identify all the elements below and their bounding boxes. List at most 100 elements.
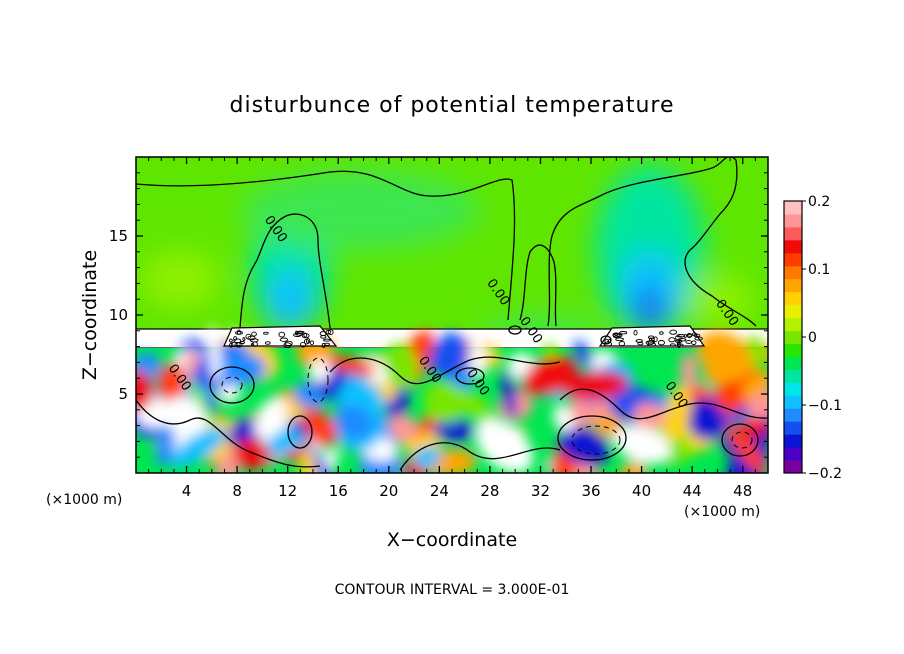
speckle xyxy=(633,330,638,336)
contour-low-3 xyxy=(559,388,768,420)
speckle xyxy=(247,335,256,341)
field-blob xyxy=(423,380,467,424)
x-tick-label: 28 xyxy=(480,482,499,500)
contour-mid-upper xyxy=(519,244,557,327)
speckle xyxy=(612,333,622,339)
speckle xyxy=(618,341,626,347)
field-blob xyxy=(325,354,377,375)
chart-title: disturbunce of potential temperature xyxy=(230,93,675,118)
x-axis-label: X−coordinate xyxy=(387,529,517,551)
colorbar-tick-label: −0.1 xyxy=(808,398,842,414)
contour-loop-5 xyxy=(721,423,759,457)
x-tick-label: 12 xyxy=(278,482,297,500)
colorbar-swatch xyxy=(784,460,802,474)
speckle xyxy=(691,340,697,345)
y-axis-label: Z−coordinate xyxy=(79,250,101,380)
speckle xyxy=(293,332,302,337)
contour-loop-3 xyxy=(455,367,485,385)
x-tick-label: 44 xyxy=(683,482,702,500)
speckle xyxy=(264,341,271,345)
speckle xyxy=(647,335,655,339)
plot-area: 0.000.000.000.000.00 0.00 0.000.00 xyxy=(135,156,769,474)
colorbar-swatch xyxy=(784,265,802,280)
contour-low-4 xyxy=(399,442,561,471)
y-tick-label: 5 xyxy=(118,385,128,403)
speckle xyxy=(323,338,331,342)
field-blob xyxy=(741,370,768,399)
x-tick-label: 4 xyxy=(182,482,192,500)
zero-contours xyxy=(136,157,768,471)
speckle xyxy=(619,331,628,335)
speckle xyxy=(657,340,665,346)
speckle xyxy=(659,331,664,335)
contour-left-plume xyxy=(239,213,331,329)
field-blob xyxy=(333,405,374,440)
neg-contour-1 xyxy=(221,376,243,394)
y-tick-label: 15 xyxy=(109,227,128,245)
contour-top-curve xyxy=(136,170,516,321)
speckle xyxy=(325,329,332,335)
speckle xyxy=(234,342,243,348)
neg-contour-2 xyxy=(571,425,621,455)
field-blob xyxy=(254,416,276,439)
contour-upper-right xyxy=(547,157,737,327)
colorbar-swatch xyxy=(784,330,802,344)
speckle xyxy=(677,342,681,348)
colorbar-tick-label: 0.1 xyxy=(808,262,830,278)
colorbar-swatch xyxy=(784,395,802,409)
neg-contour-4 xyxy=(731,431,753,449)
upper-anomalies xyxy=(140,165,755,344)
field-blob xyxy=(431,417,475,442)
field-blob xyxy=(680,352,697,393)
field-blob xyxy=(560,371,628,400)
contour-loop-6 xyxy=(508,325,522,335)
field-blob xyxy=(383,343,418,389)
field-blob xyxy=(155,424,176,467)
speckle xyxy=(240,341,245,344)
speckle xyxy=(279,337,289,342)
colorbar-swatch xyxy=(784,252,802,267)
speckle xyxy=(674,335,683,341)
colorbar-swatch xyxy=(784,369,802,383)
field-blob xyxy=(475,419,533,473)
colorbar-tick-label: 0.2 xyxy=(808,194,830,210)
field-blob xyxy=(136,370,154,411)
contour-speckles xyxy=(229,329,703,348)
speckle xyxy=(635,339,643,343)
speckle xyxy=(309,340,315,345)
speckle xyxy=(229,338,233,343)
field-blob xyxy=(663,385,691,442)
speckle xyxy=(320,335,327,339)
speckle xyxy=(647,340,655,344)
field-blob xyxy=(299,449,317,473)
speckle xyxy=(683,333,687,338)
speckle xyxy=(687,333,693,337)
x-unit-label: (×1000 m) xyxy=(684,504,760,520)
field-blob xyxy=(553,404,574,432)
field-blob xyxy=(170,427,227,467)
speckle xyxy=(303,338,310,345)
colorbar: 0.2 0.1 0 −0.1 −0.2 xyxy=(783,194,842,482)
contour-loop-4 xyxy=(557,415,627,461)
neg-contour-3 xyxy=(307,357,329,403)
colorbar-swatch xyxy=(784,447,802,461)
negative-contours xyxy=(221,357,753,455)
speckle xyxy=(668,337,676,343)
speckle xyxy=(284,340,293,347)
field-blob xyxy=(614,426,671,464)
colorbar-swatch xyxy=(784,434,802,448)
speckle xyxy=(669,329,678,335)
speckle xyxy=(278,331,286,338)
colorbar-tick-label: −0.2 xyxy=(808,466,842,482)
heatmap-field: 0.000.000.000.000.00 0.00 0.000.00 xyxy=(136,157,768,473)
field-blob xyxy=(726,422,767,473)
field-blob xyxy=(388,414,417,442)
colorbar-swatch xyxy=(784,356,802,370)
colorbar-swatch xyxy=(784,382,802,396)
speckle xyxy=(327,329,334,336)
field-blob xyxy=(686,398,725,441)
colorbar-swatch xyxy=(784,239,802,254)
speckle xyxy=(235,331,243,335)
speckle xyxy=(299,341,307,348)
